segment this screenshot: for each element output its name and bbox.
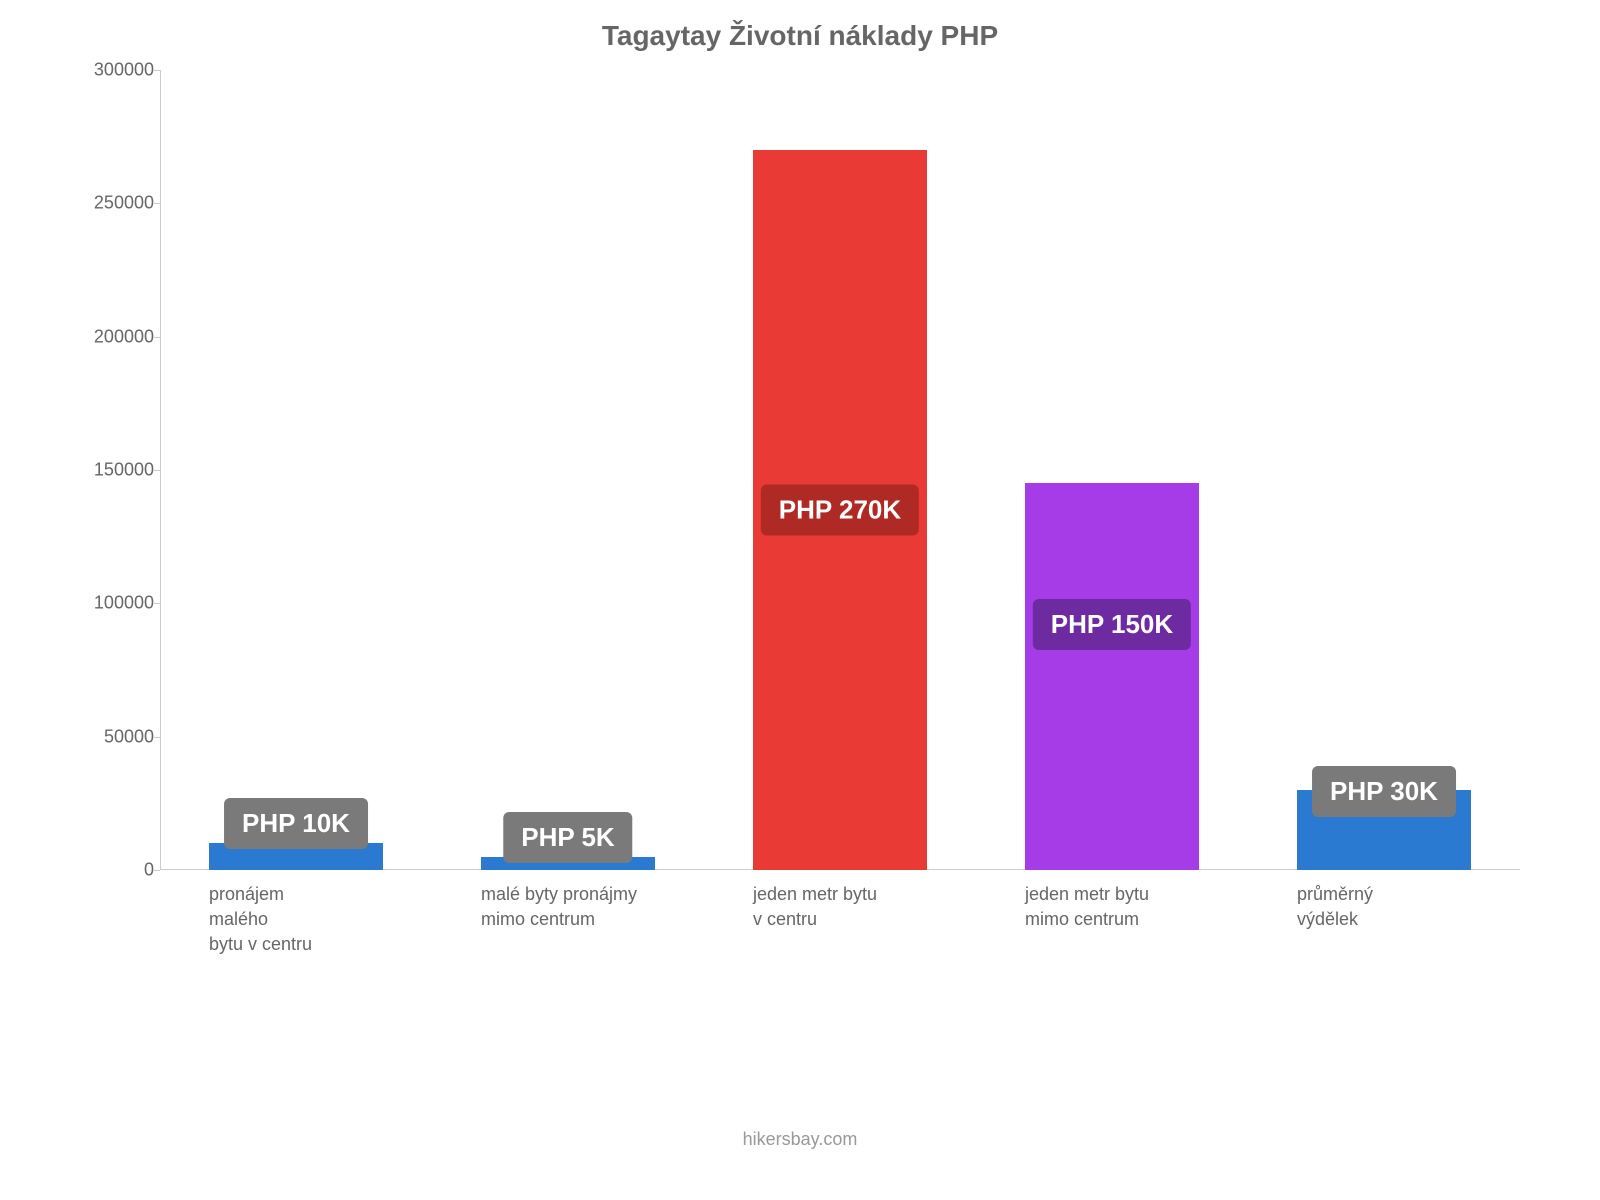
y-tick-label: 150000 <box>60 460 154 481</box>
bar: PHP 10K <box>209 843 383 870</box>
x-axis-category-label: jeden metr bytu mimo centrum <box>1025 882 1149 932</box>
bar: PHP 30K <box>1297 790 1471 870</box>
y-tick-label: 300000 <box>60 60 154 81</box>
bar: PHP 5K <box>481 857 655 870</box>
bars-group: PHP 10K PHP 5K PHP 270K PHP 150K PHP 30K <box>160 70 1520 870</box>
y-tick-mark <box>154 203 160 204</box>
y-tick-mark <box>154 870 160 871</box>
bar-value-label: PHP 150K <box>1033 599 1191 650</box>
bar-slot: PHP 270K <box>704 70 976 870</box>
bar: PHP 150K <box>1025 483 1199 870</box>
bar-slot: PHP 30K <box>1248 70 1520 870</box>
y-tick-label: 50000 <box>60 726 154 747</box>
y-tick-mark <box>154 470 160 471</box>
bar-slot: PHP 10K <box>160 70 432 870</box>
chart-container: Tagaytay Životní náklady PHP 05000010000… <box>60 20 1540 1020</box>
bar-slot: PHP 5K <box>432 70 704 870</box>
y-tick-label: 200000 <box>60 326 154 347</box>
y-tick-label: 250000 <box>60 193 154 214</box>
y-tick-mark <box>154 70 160 71</box>
x-axis-category-label: průměrný výdělek <box>1297 882 1373 932</box>
chart-title: Tagaytay Životní náklady PHP <box>60 20 1540 52</box>
y-tick-mark <box>154 337 160 338</box>
plot-area: 050000100000150000200000250000300000 PHP… <box>160 70 1520 870</box>
bar: PHP 270K <box>753 150 927 870</box>
bar-value-label: PHP 5K <box>503 812 632 863</box>
bar-slot: PHP 150K <box>976 70 1248 870</box>
x-axis-category-label: pronájem malého bytu v centru <box>209 882 312 958</box>
y-axis: 050000100000150000200000250000300000 <box>60 70 160 870</box>
bar-value-label: PHP 10K <box>224 798 368 849</box>
y-tick-label: 0 <box>60 860 154 881</box>
y-tick-mark <box>154 737 160 738</box>
y-tick-label: 100000 <box>60 593 154 614</box>
footer-credit: hikersbay.com <box>0 1129 1600 1150</box>
x-axis-category-label: malé byty pronájmy mimo centrum <box>481 882 637 932</box>
x-axis-category-label: jeden metr bytu v centru <box>753 882 877 932</box>
bar-value-label: PHP 30K <box>1312 766 1456 817</box>
y-tick-mark <box>154 603 160 604</box>
bar-value-label: PHP 270K <box>761 485 919 536</box>
